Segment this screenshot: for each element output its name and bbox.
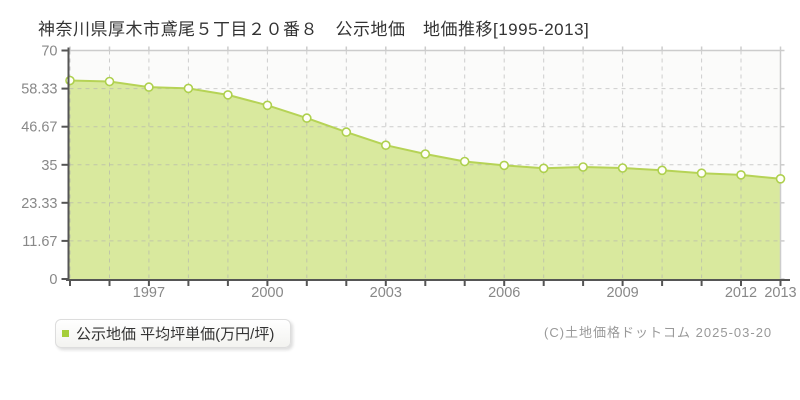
data-point-2013 (775, 174, 786, 184)
x-axis-label: 2006 (488, 285, 520, 301)
y-axis-label: 0 (49, 272, 57, 288)
y-axis-label: 46.67 (21, 120, 57, 136)
area-fill (69, 80, 781, 279)
data-point-2003 (380, 140, 391, 150)
y-axis-label: 35 (41, 158, 57, 174)
y-axis-label: 58.33 (21, 82, 57, 98)
data-point-2010 (657, 165, 667, 176)
data-point-2007 (538, 163, 549, 174)
data-point-1995 (65, 75, 75, 86)
data-point-2008 (578, 162, 588, 172)
x-axis-label: 2012 (725, 285, 757, 301)
data-point-2011 (696, 168, 707, 178)
x-axis-label: 2003 (370, 285, 402, 301)
data-point-2005 (459, 156, 470, 167)
data-point-2001 (301, 113, 312, 123)
chart-title: 神奈川県厚木市鳶尾５丁目２０番８ 公示地価 地価推移[1995-2013] (38, 20, 590, 39)
x-axis-label: 2009 (606, 285, 638, 301)
data-point-1999 (223, 90, 233, 100)
data-point-2012 (736, 170, 746, 180)
data-point-2006 (499, 160, 510, 171)
data-point-2004 (420, 149, 431, 159)
data-point-2009 (617, 163, 628, 173)
legend-series-label: 公示地価 平均坪単価(万円/坪) (76, 326, 275, 343)
y-axis-label: 23.33 (21, 196, 57, 212)
y-axis-label: 70 (41, 44, 57, 60)
x-axis-label: 2000 (251, 285, 283, 301)
data-point-1997 (144, 82, 154, 92)
x-axis-label: 2013 (764, 285, 796, 301)
legend-series-marker-icon (62, 330, 69, 337)
data-point-1996 (104, 76, 115, 87)
x-axis-label: 1997 (133, 285, 165, 301)
data-point-2000 (262, 100, 273, 111)
legend: 公示地価 平均坪単価(万円/坪) (55, 319, 292, 348)
data-point-2002 (341, 127, 352, 137)
data-point-1998 (183, 83, 194, 94)
copyright-text: (C)土地価格ドットコム 2025-03-20 (544, 325, 773, 340)
y-axis-label: 11.67 (22, 234, 57, 250)
